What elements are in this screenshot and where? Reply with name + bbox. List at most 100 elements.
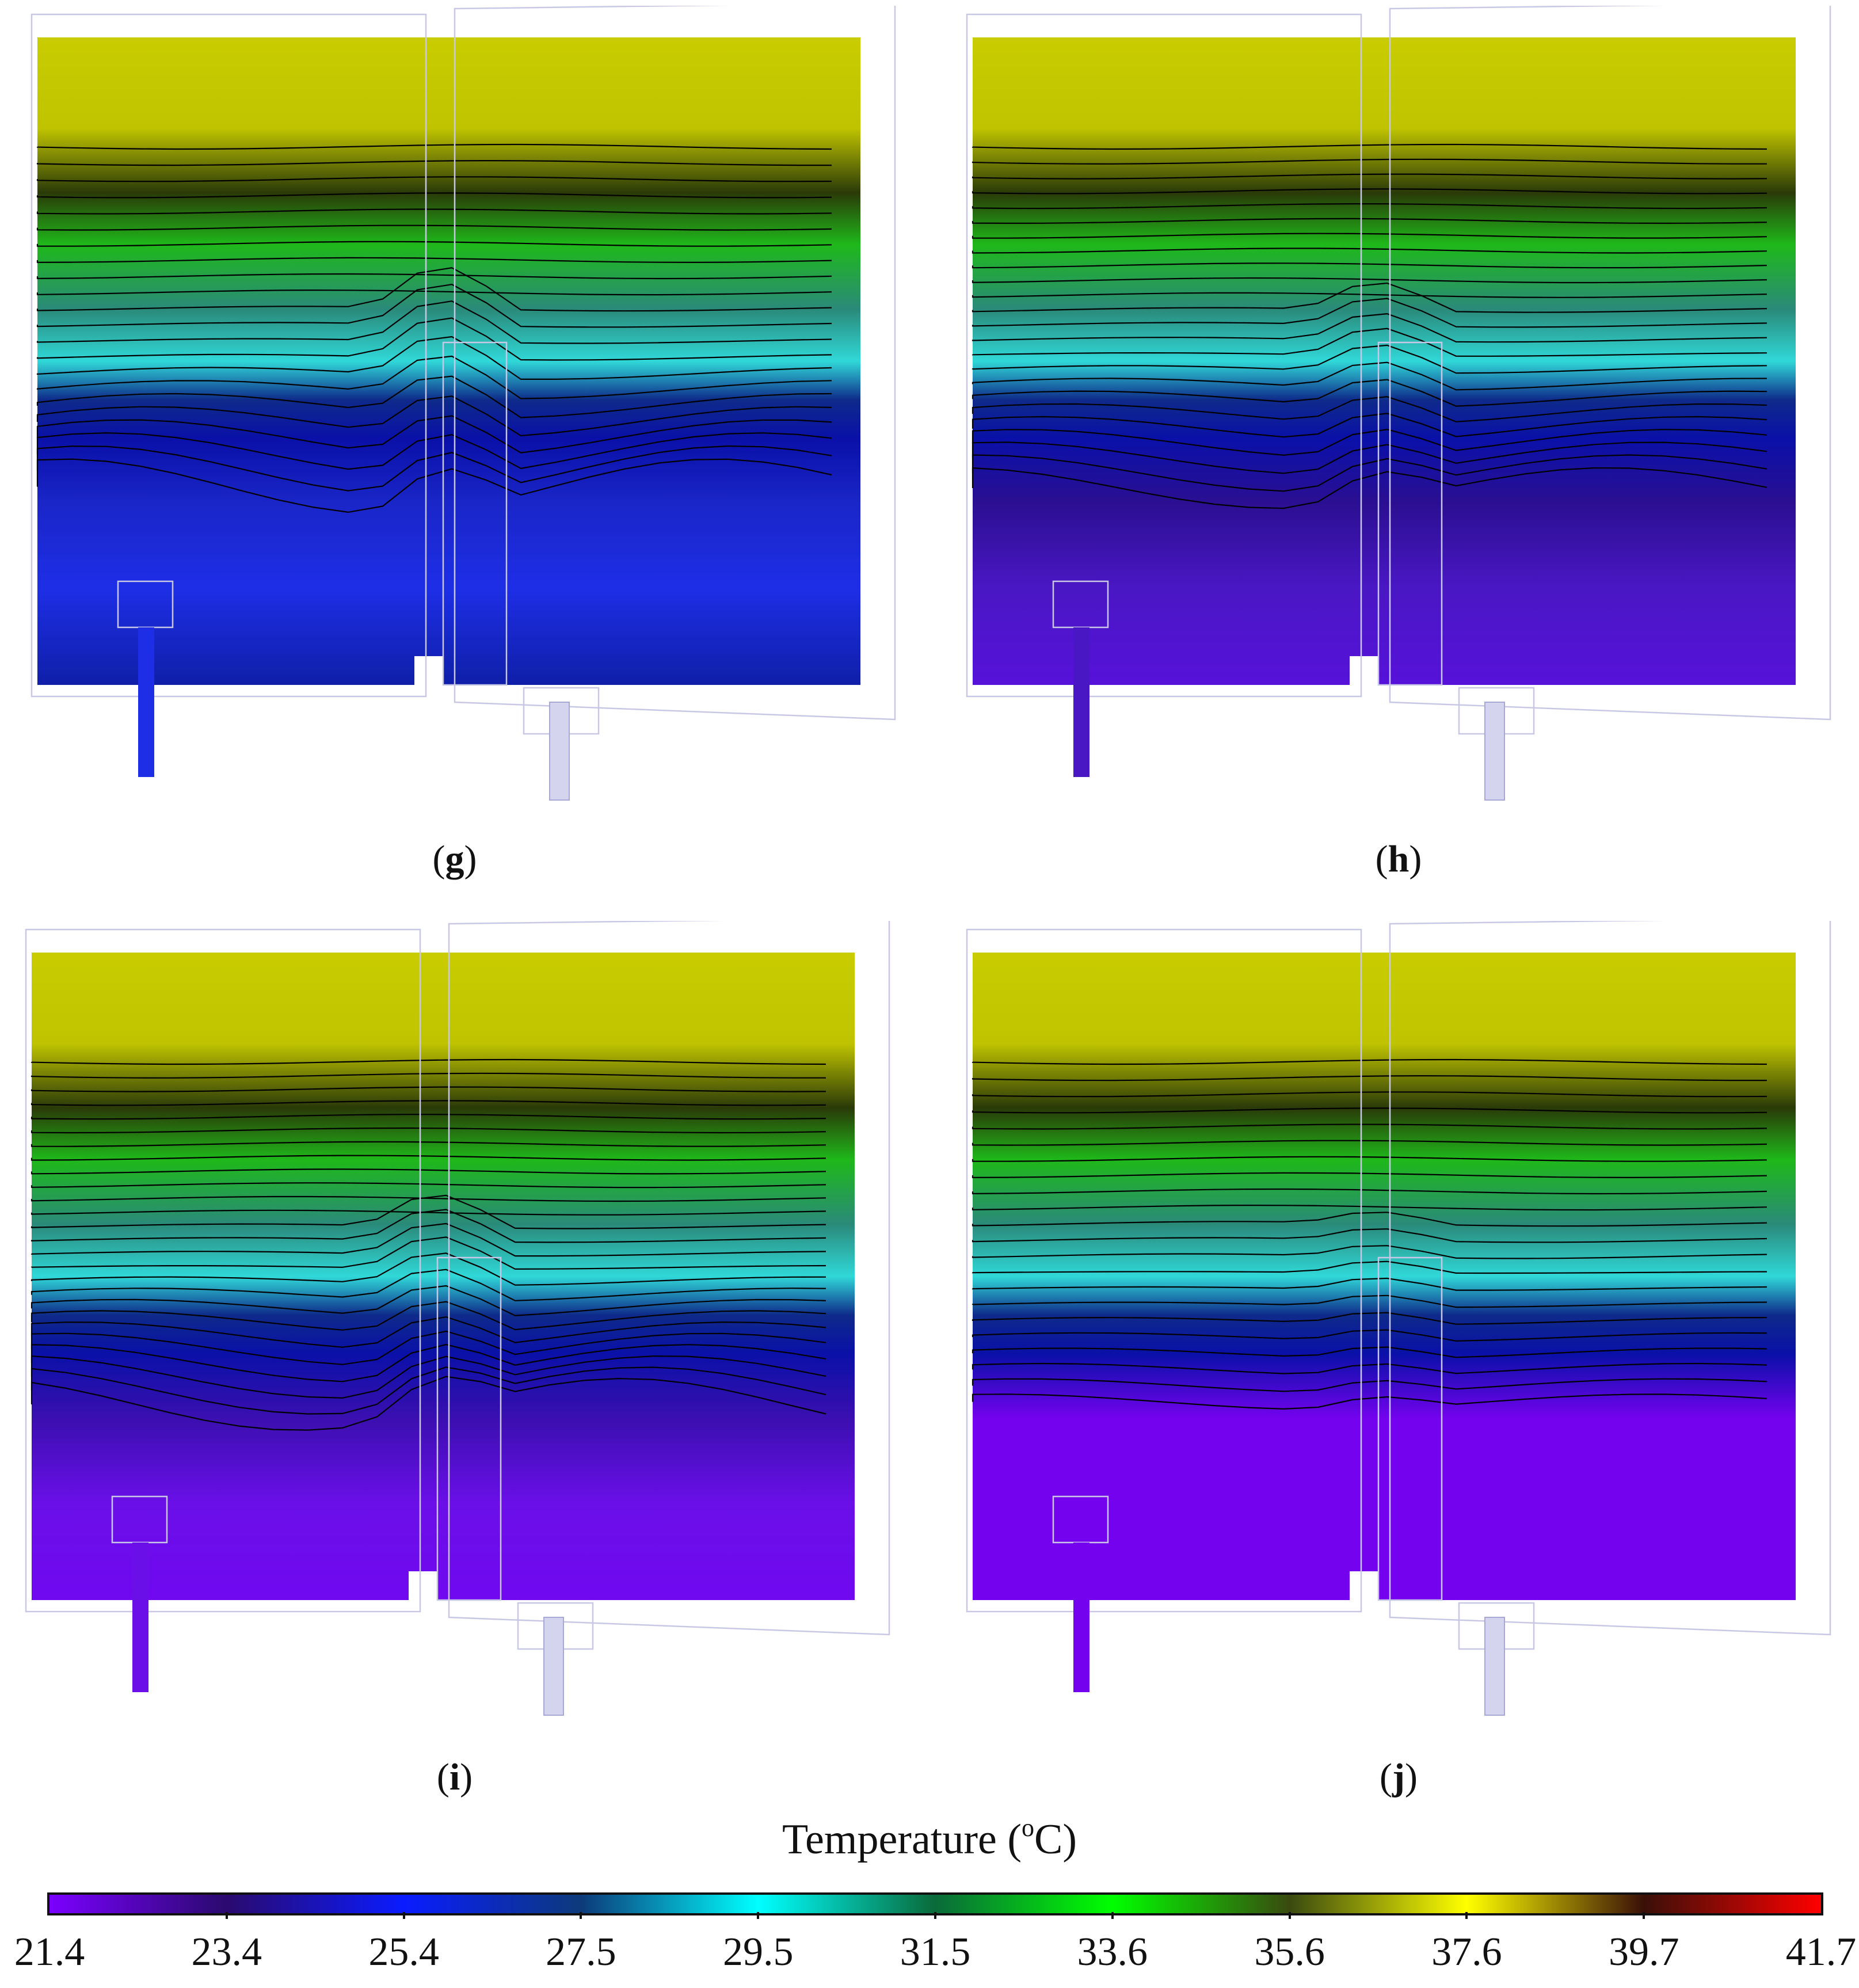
colorbar-title-prefix: Temperature ( <box>782 1816 1022 1863</box>
isotherm-line <box>972 1393 1767 1410</box>
temperature-field-h <box>966 6 1831 801</box>
isotherm-line <box>36 355 832 399</box>
colorbar-tick-label: 41.7 <box>1785 1930 1857 1974</box>
isotherm-line <box>31 1168 826 1175</box>
isotherm-line <box>31 1316 826 1348</box>
isotherm-line <box>31 1236 826 1270</box>
isotherm-line <box>972 218 1767 224</box>
isotherm-line <box>972 467 1767 509</box>
isotherm-line <box>31 1252 826 1286</box>
outlet-pipe <box>1484 1617 1505 1716</box>
isotherm-line <box>31 1072 826 1079</box>
partition-outline <box>1377 1256 1443 1601</box>
isotherm-line <box>36 432 832 470</box>
temperature-field-fill <box>973 37 1796 685</box>
isotherm-line <box>972 1124 1767 1130</box>
isotherm-line <box>36 415 832 454</box>
isotherm-line <box>36 300 832 344</box>
colorbar <box>47 1892 1823 1915</box>
inlet-pipe <box>1073 1543 1090 1692</box>
caption-j: (j) <box>1380 1756 1418 1798</box>
colorbar-tick-mark <box>1643 1912 1645 1919</box>
outlet-pipe <box>1484 702 1505 801</box>
isotherm-line <box>36 257 832 264</box>
caption-label-h: h <box>1388 838 1410 880</box>
isotherm-line <box>972 1362 1767 1374</box>
isotherm-line <box>31 1100 826 1106</box>
outlet-pipe <box>549 702 570 801</box>
temperature-field-fill <box>32 953 855 1600</box>
isotherm-line <box>972 441 1767 474</box>
isotherm-line <box>972 1294 1767 1308</box>
panel-g <box>23 6 955 823</box>
temperature-field-fill <box>37 37 860 685</box>
isotherm-line <box>972 1156 1767 1162</box>
outlet-pipe <box>543 1617 564 1716</box>
isotherm-line <box>36 336 832 380</box>
isotherm-line <box>36 267 832 312</box>
colorbar-tick-label: 37.6 <box>1431 1930 1502 1974</box>
caption-h: (h) <box>1375 838 1422 880</box>
isotherm-line <box>972 262 1767 269</box>
isotherm-line <box>31 1355 826 1399</box>
caption-i: (i) <box>436 1756 473 1798</box>
panel-i <box>17 921 950 1738</box>
colorbar-tick-label: 31.5 <box>900 1930 971 1974</box>
partition-outline <box>1377 341 1443 686</box>
isotherm-line <box>31 1376 826 1431</box>
isotherm-line <box>31 1301 826 1331</box>
isotherm-line <box>972 313 1767 343</box>
left-room-outline <box>25 928 421 1613</box>
isotherm-line <box>972 1346 1767 1358</box>
isotherm-line <box>972 396 1767 422</box>
isotherm-line <box>972 1140 1767 1146</box>
left-room-outline <box>31 13 427 698</box>
right-room-outline <box>448 921 890 1636</box>
inlet-pipe <box>132 1543 148 1692</box>
door-gap <box>409 1571 437 1600</box>
isotherm-line <box>36 176 832 182</box>
isotherm-line <box>36 445 832 492</box>
colorbar-tick-label: 39.7 <box>1608 1930 1679 1974</box>
inlet-pipe <box>138 627 154 777</box>
door-gap <box>1350 656 1378 685</box>
isotherm-line <box>31 1285 826 1316</box>
right-room-outline <box>454 6 896 721</box>
left-room-outline <box>966 13 1362 698</box>
colorbar-tick-mark <box>1288 1912 1291 1919</box>
isotherm-line <box>31 1343 826 1383</box>
colorbar-tick-label: 35.6 <box>1254 1930 1325 1974</box>
isotherm-line <box>972 1091 1767 1098</box>
isotherm-line <box>972 454 1767 492</box>
inlet-pipe <box>1073 627 1090 777</box>
isotherm-line <box>972 1058 1767 1065</box>
isotherm-line <box>972 233 1767 239</box>
isotherm-line <box>31 1222 826 1257</box>
temperature-field-fill <box>973 953 1796 1600</box>
colorbar-tick-mark <box>757 1912 760 1919</box>
isotherm-line <box>36 375 832 418</box>
isotherm-line <box>972 1378 1767 1392</box>
colorbar-tick-label: 33.6 <box>1077 1930 1148 1974</box>
isotherm-line <box>972 344 1767 374</box>
isotherm-line <box>36 317 832 361</box>
isotherm-line <box>972 143 1767 150</box>
isotherm-line <box>972 413 1767 438</box>
colorbar-tick-label: 21.4 <box>14 1930 85 1974</box>
isotherm-line <box>36 192 832 199</box>
panel-j <box>958 921 1859 1738</box>
temperature-field-i <box>25 921 890 1716</box>
colorbar-tick-mark <box>402 1912 405 1919</box>
isotherm-line <box>36 159 832 166</box>
isotherm-line <box>972 1212 1767 1227</box>
temperature-field-j <box>966 921 1831 1716</box>
isotherm-line <box>36 224 832 231</box>
isotherm-line <box>972 361 1767 391</box>
isotherm-line <box>31 1269 826 1301</box>
isotherm-line <box>31 1114 826 1120</box>
isotherm-line <box>36 395 832 437</box>
partition-outline <box>442 341 508 686</box>
isotherm-line <box>36 289 832 296</box>
isotherm-line <box>972 203 1767 210</box>
isotherm-line <box>972 188 1767 195</box>
